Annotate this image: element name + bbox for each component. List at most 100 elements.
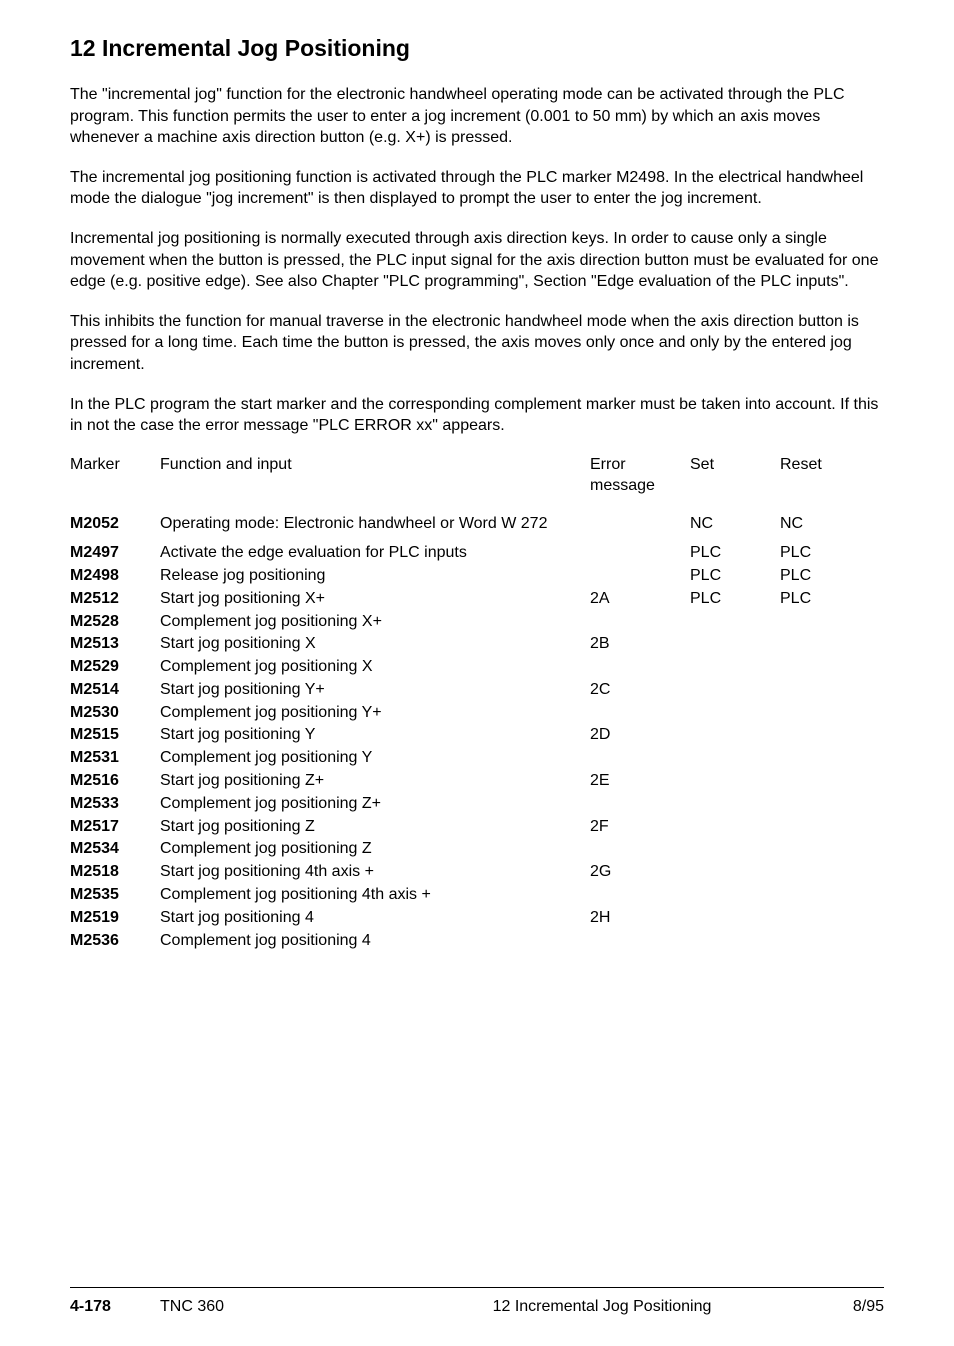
table-row: M2528Complement jog positioning X+ <box>70 612 884 635</box>
table-row: M2533Complement jog positioning Z+ <box>70 794 884 817</box>
cell-error <box>590 543 690 566</box>
cell-function: Complement jog positioning X+ <box>160 612 590 635</box>
table-row: M2517Start jog positioning Z2F <box>70 817 884 840</box>
cell-reset <box>780 862 884 885</box>
cell-marker: M2515 <box>70 725 160 748</box>
page: 12 Incremental Jog Positioning The "incr… <box>0 0 954 1346</box>
cell-function: Complement jog positioning 4 <box>160 931 590 954</box>
th-error: Errormessage <box>590 455 690 515</box>
cell-marker: M2052 <box>70 514 160 537</box>
paragraph: The incremental jog positioning function… <box>70 167 884 210</box>
cell-error: 2F <box>590 817 690 840</box>
cell-function: Complement jog positioning 4th axis + <box>160 885 590 908</box>
cell-error <box>590 657 690 680</box>
th-marker: Marker <box>70 455 160 515</box>
cell-reset <box>780 725 884 748</box>
cell-function: Complement jog positioning Z+ <box>160 794 590 817</box>
cell-error <box>590 931 690 954</box>
cell-reset <box>780 794 884 817</box>
page-footer: 4-178 TNC 360 12 Incremental Jog Positio… <box>70 1287 884 1316</box>
cell-marker: M2535 <box>70 885 160 908</box>
paragraph: This inhibits the function for manual tr… <box>70 311 884 376</box>
cell-function: Activate the edge evaluation for PLC inp… <box>160 543 590 566</box>
table-row: M2052Operating mode: Electronic handwhee… <box>70 514 884 537</box>
th-set: Set <box>690 455 780 515</box>
cell-error <box>590 885 690 908</box>
cell-set <box>690 885 780 908</box>
table-row: M2519Start jog positioning 42H <box>70 908 884 931</box>
cell-set <box>690 725 780 748</box>
table-row: M2529Complement jog positioning X <box>70 657 884 680</box>
cell-error: 2E <box>590 771 690 794</box>
footer-page-number: 4-178 <box>70 1298 160 1316</box>
cell-reset <box>780 634 884 657</box>
cell-set <box>690 817 780 840</box>
cell-set: PLC <box>690 543 780 566</box>
table-row: M2513Start jog positioning X2B <box>70 634 884 657</box>
cell-set <box>690 862 780 885</box>
paragraph: The "incremental jog" function for the e… <box>70 84 884 149</box>
table-row: M2514Start jog positioning Y+2C <box>70 680 884 703</box>
cell-reset <box>780 931 884 954</box>
cell-marker: M2531 <box>70 748 160 771</box>
cell-function: Complement jog positioning Y <box>160 748 590 771</box>
cell-function: Release jog positioning <box>160 566 590 589</box>
cell-marker: M2519 <box>70 908 160 931</box>
table-row: M2536Complement jog positioning 4 <box>70 931 884 954</box>
cell-marker: M2529 <box>70 657 160 680</box>
table-row: M2534Complement jog positioning Z <box>70 839 884 862</box>
cell-reset <box>780 885 884 908</box>
cell-reset <box>780 817 884 840</box>
footer-model: TNC 360 <box>160 1298 400 1316</box>
cell-reset <box>780 748 884 771</box>
cell-marker: M2518 <box>70 862 160 885</box>
cell-function: Start jog positioning Z <box>160 817 590 840</box>
cell-function: Complement jog positioning Y+ <box>160 703 590 726</box>
cell-marker: M2534 <box>70 839 160 862</box>
cell-reset <box>780 657 884 680</box>
cell-marker: M2512 <box>70 589 160 612</box>
cell-error: 2C <box>590 680 690 703</box>
cell-marker: M2516 <box>70 771 160 794</box>
table-row: M2498Release jog positioningPLCPLC <box>70 566 884 589</box>
cell-function: Operating mode: Electronic handwheel or … <box>160 514 590 537</box>
th-function: Function and input <box>160 455 590 515</box>
cell-marker: M2498 <box>70 566 160 589</box>
table-row: M2515Start jog positioning Y2D <box>70 725 884 748</box>
cell-set <box>690 748 780 771</box>
cell-set <box>690 908 780 931</box>
cell-reset: PLC <box>780 589 884 612</box>
cell-marker: M2514 <box>70 680 160 703</box>
cell-function: Start jog positioning Y+ <box>160 680 590 703</box>
cell-reset <box>780 771 884 794</box>
cell-error <box>590 514 690 537</box>
table-row: M2535Complement jog positioning 4th axis… <box>70 885 884 908</box>
cell-error <box>590 794 690 817</box>
cell-error <box>590 748 690 771</box>
table-row: M2516Start jog positioning Z+2E <box>70 771 884 794</box>
cell-function: Start jog positioning Z+ <box>160 771 590 794</box>
cell-marker: M2517 <box>70 817 160 840</box>
cell-error: 2D <box>590 725 690 748</box>
cell-function: Start jog positioning X+ <box>160 589 590 612</box>
cell-set <box>690 771 780 794</box>
cell-set: PLC <box>690 566 780 589</box>
marker-table: MarkerFunction and inputErrormessageSet R… <box>70 455 884 954</box>
footer-section: 12 Incremental Jog Positioning <box>400 1298 804 1316</box>
cell-marker: M2536 <box>70 931 160 954</box>
cell-reset <box>780 680 884 703</box>
cell-set <box>690 931 780 954</box>
cell-marker: M2497 <box>70 543 160 566</box>
cell-marker: M2513 <box>70 634 160 657</box>
cell-error <box>590 839 690 862</box>
cell-set <box>690 657 780 680</box>
cell-set <box>690 612 780 635</box>
cell-set <box>690 634 780 657</box>
cell-set <box>690 680 780 703</box>
table-header-row: MarkerFunction and inputErrormessageSetR… <box>70 455 884 515</box>
content-area: 12 Incremental Jog Positioning The "incr… <box>70 35 884 1247</box>
cell-error <box>590 703 690 726</box>
marker-table-body: MarkerFunction and inputErrormessageSet R… <box>70 455 884 954</box>
cell-function: Start jog positioning 4 <box>160 908 590 931</box>
page-heading: 12 Incremental Jog Positioning <box>70 35 884 62</box>
